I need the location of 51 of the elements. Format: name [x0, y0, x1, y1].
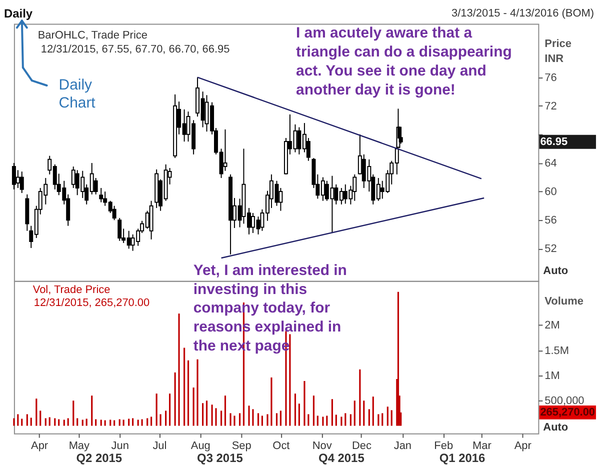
candlestick: [118, 217, 122, 242]
x-tick-label: Jun: [111, 440, 129, 452]
x-tick-label: Dec: [352, 440, 372, 452]
y-tick-label: 1M: [544, 370, 560, 382]
annotation: Vol, Trade Price: [32, 284, 110, 296]
text: Auto: [543, 264, 568, 277]
text: Auto: [543, 421, 568, 434]
candlestick: [223, 128, 228, 172]
candlestick: [99, 187, 104, 203]
x-tick-label: Oct: [272, 440, 290, 452]
annotation: BarOHLC, Trade Price: [38, 30, 148, 42]
annotation: Daily Chart: [58, 76, 96, 112]
x-tick-label: Sep: [232, 440, 252, 452]
y-tick-label: 72: [544, 100, 557, 112]
y-tick-label: 56: [544, 214, 557, 227]
text: Q4 2015: [318, 451, 365, 465]
x-tick-label: Jul: [152, 440, 167, 452]
x-tick-label: Mar: [472, 440, 492, 452]
y-tick-label: 500,000: [544, 395, 584, 408]
x-tick-label: Feb: [434, 440, 454, 452]
x-tick-label: Apr: [514, 440, 532, 452]
y-tick-label: 2M: [544, 320, 560, 332]
candlestick: [12, 162, 16, 190]
text: 265,270.00: [540, 406, 596, 418]
text: 3/13/2015 - 4/13/2016 (BOM): [452, 8, 594, 20]
annotation: 12/31/2015, 67.55, 67.70, 66.70, 66.95: [40, 44, 230, 56]
y-axis-title: Volume: [544, 295, 584, 308]
y-axis-title: Price INR: [544, 38, 572, 66]
y-tick-label: 76: [544, 72, 557, 84]
y-tick-label: 1.5M: [544, 344, 570, 357]
x-tick-label: Aug: [190, 440, 210, 452]
candlestick: [112, 205, 116, 221]
annotation: I am acutely aware that a triangle can do a disappearing act. You see it one day and another day it is gone!: [296, 24, 512, 98]
x-tick-label: Jan: [394, 440, 412, 452]
chart-title: Daily: [4, 6, 33, 21]
y-tick-label: 52: [544, 243, 557, 256]
annotation: 12/31/2015, 265,270.00: [34, 296, 150, 309]
candlestick: [278, 187, 283, 212]
candlestick: [20, 171, 24, 194]
x-tick-label: Nov: [312, 440, 332, 452]
candlestick: [16, 170, 20, 188]
text: Q3 2015: [197, 451, 244, 465]
candlestick: [352, 174, 357, 202]
x-tick-label: Apr: [31, 440, 48, 452]
y-tick-label: 60: [544, 186, 557, 198]
candlestick: [94, 177, 98, 195]
text: Q1 2016: [439, 451, 486, 465]
text: Q2 2015: [76, 451, 122, 465]
x-tick-label: May: [68, 440, 90, 452]
y-tick-label: 64: [544, 157, 557, 170]
text: 66.95: [540, 136, 568, 148]
